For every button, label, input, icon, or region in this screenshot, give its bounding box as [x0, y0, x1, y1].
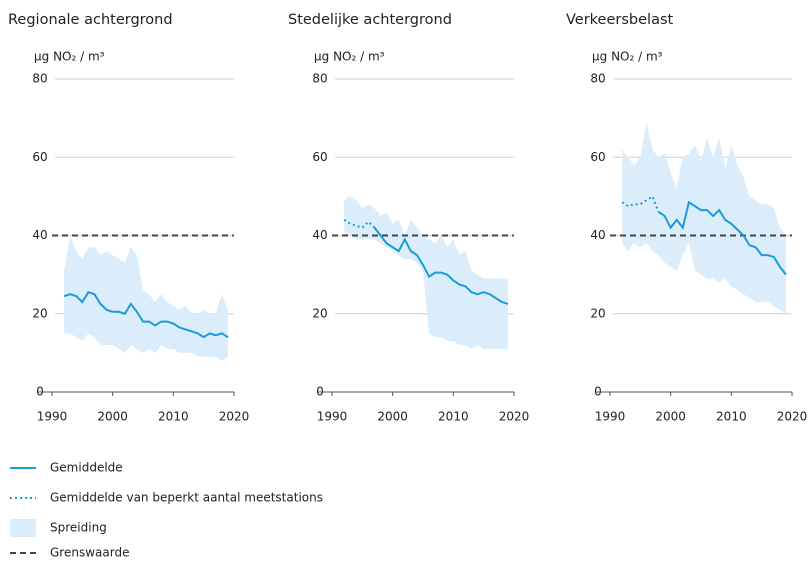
legend-label: Grenswaarde	[50, 546, 129, 560]
chart-title: Stedelijke achtergrond	[288, 12, 452, 28]
legend-label: Gemiddelde	[50, 461, 123, 475]
x-tick-label: 1990	[317, 410, 348, 424]
chart-title: Regionale achtergrond	[8, 12, 173, 28]
y-tick-label: 40	[32, 228, 47, 242]
legend-label: Gemiddelde van beperkt aantal meetstatio…	[50, 491, 323, 505]
x-tick-label: 1990	[595, 410, 626, 424]
chart-title: Verkeersbelast	[566, 12, 674, 28]
x-tick-label: 1990	[37, 410, 68, 424]
y-tick-label: 20	[312, 306, 327, 320]
x-tick-label: 2020	[777, 410, 808, 424]
y-tick-label: 80	[32, 72, 47, 86]
x-tick-label: 2000	[377, 410, 408, 424]
x-tick-label: 2020	[499, 410, 530, 424]
mean-line	[373, 227, 509, 305]
y-tick-label: 60	[312, 150, 327, 164]
spread-band	[64, 235, 228, 361]
y-tick-label: 60	[590, 150, 605, 164]
legend-swatch	[10, 519, 36, 537]
mean-line	[657, 200, 787, 276]
y-tick-label: 20	[32, 306, 47, 320]
x-tick-label: 2010	[158, 410, 189, 424]
x-tick-label: 2000	[655, 410, 686, 424]
x-tick-label: 2000	[97, 410, 128, 424]
x-tick-label: 2020	[219, 410, 250, 424]
y-tick-label: 40	[590, 228, 605, 242]
legend-label: Spreiding	[50, 521, 107, 535]
y-axis-label: µg NO₂ / m³	[592, 50, 663, 64]
mean-limited-line	[343, 219, 376, 229]
x-tick-label: 2010	[438, 410, 469, 424]
y-tick-label: 80	[312, 72, 327, 86]
y-tick-label: 40	[312, 228, 327, 242]
spread-band	[622, 122, 786, 314]
y-tick-label: 80	[590, 72, 605, 86]
y-tick-label: 60	[32, 150, 47, 164]
y-axis-label: µg NO₂ / m³	[34, 50, 105, 64]
x-tick-label: 2010	[716, 410, 747, 424]
y-tick-label: 20	[590, 306, 605, 320]
y-axis-label: µg NO₂ / m³	[314, 50, 385, 64]
mean-line	[63, 291, 229, 339]
